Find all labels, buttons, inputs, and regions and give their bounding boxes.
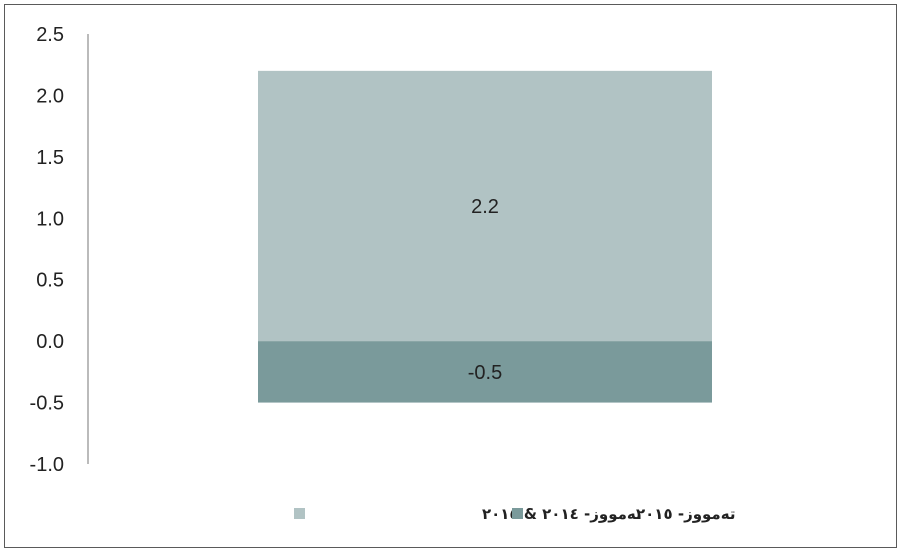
bar-segment: [258, 70, 712, 342]
data-label: 2.2: [471, 196, 499, 218]
data-label: -0.5: [468, 362, 502, 384]
y-tick-label: -0.5: [30, 393, 64, 415]
y-tick-label: 2.0: [36, 85, 64, 107]
data-labels: 2.2 -0.5: [468, 196, 502, 384]
y-axis: 2.5 2.0 1.5 1.0 0.5 0.0 -0.5 -1.0: [30, 24, 89, 476]
y-tick-label: 0.5: [36, 270, 64, 292]
legend-label: تەمووز- ٢٠١٥: [636, 505, 735, 523]
y-tick-label: 1.5: [36, 147, 64, 169]
y-tick-label: -1.0: [30, 454, 64, 476]
y-tick-label: 1.0: [36, 208, 64, 230]
legend-label: تەمووز- ٢٠١٤ & ٢٠١٥: [482, 505, 642, 523]
legend-swatch: [512, 508, 523, 519]
bar-segment: [258, 341, 712, 403]
y-tick-label: 2.5: [36, 24, 64, 46]
y-tick-label: 0.0: [36, 331, 64, 353]
bars: [258, 70, 712, 403]
legend-swatch: [294, 508, 305, 519]
